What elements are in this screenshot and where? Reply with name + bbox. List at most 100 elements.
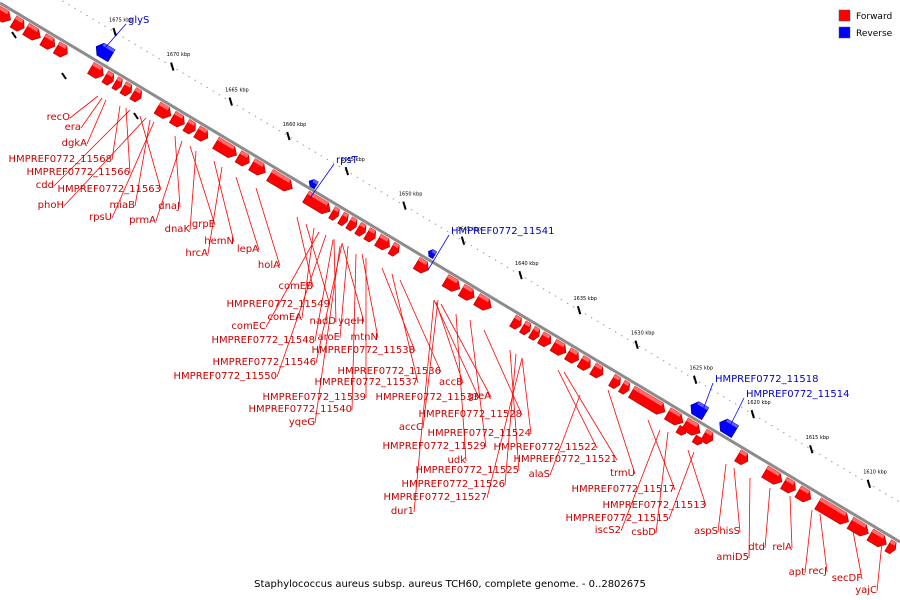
gene-label-hiss: hisS [719,526,740,537]
gene-label-hmpref0772-11522: HMPREF0772_11522 [494,442,597,453]
forward-gene-arrow [52,41,68,58]
gene-label-hmpref0772-11537: HMPREF0772_11537 [315,377,418,388]
ruler-tick-label: 1635 kbp [573,296,597,302]
ruler-tick-label: 1655 kbp [341,157,365,163]
leader-line [189,150,197,231]
leader-line [69,95,99,119]
gene-label-rpst: rpsT [336,155,359,166]
gene-label-accc: accC [399,422,423,433]
ruler-tick [460,236,466,245]
leader-line [455,313,467,462]
leader-line [207,166,223,255]
leader-line [789,495,793,549]
leader-line [717,463,727,533]
leader-line [255,187,281,267]
forward-gene-arrow [266,169,293,192]
leader-line [235,176,260,251]
forward-gene-arrow [129,87,143,103]
ruler-tick [228,97,233,106]
gene-label-glys: glyS [128,15,149,26]
forward-gene-arrow [328,206,340,221]
forward-gene-arrow [589,362,604,379]
forward-gene-arrow [519,320,532,336]
ruler-tick [133,112,139,120]
leader-line [563,371,618,461]
gene-label-alas: alaS [529,469,550,480]
forward-gene-arrow [473,293,492,311]
leader-line [607,389,636,475]
gene-label-accb: accB [439,377,463,388]
gene-label-rela: relA [772,542,792,553]
ruler-tick [61,72,67,80]
leader-line [851,525,863,580]
ruler-tick [344,166,350,176]
leader-line [509,349,520,472]
leader-line [361,253,379,339]
ruler-tick-label: 1665 kbp [225,87,249,93]
gene-label-hmpref0772-11527: HMPREF0772_11527 [384,492,487,503]
forward-gene-arrow [248,158,266,176]
forward-gene-arrow [9,15,25,32]
gene-label-hemn: hemN [204,236,234,247]
gene-label-hmpref0772-11546: HMPREF0772_11546 [213,357,316,368]
leader-line [433,299,480,399]
leader-line [265,231,320,328]
gene-label-hmpref0772-11566: HMPREF0772_11566 [27,167,130,178]
leader-line [876,541,883,592]
gene-label-cdd: cdd [36,180,54,191]
forward-gene-arrow [549,338,567,356]
forward-gene-arrow [537,331,552,348]
forward-gene-arrow [761,465,783,485]
ruler-line [62,0,900,503]
forward-gene-arrow [681,417,701,436]
leader-line [174,135,181,208]
ruler-tick [634,340,639,349]
leader-line [483,329,523,416]
forward-gene-arrow [168,110,185,128]
gene-label-phoh: phoH [38,200,64,211]
leader-line [435,301,464,384]
gene-label-hmpref0772-11538: HMPREF0772_11538 [312,345,415,356]
forward-gene-arrow [39,33,56,50]
gene-label-hmpref0772-11525: HMPREF0772_11525 [416,465,519,476]
ruler-tick [809,444,814,454]
ruler-tick-label: 1630 kbp [631,330,655,336]
forward-gene-arrow [354,221,367,237]
genome-backbone [0,1,900,544]
leader-line [620,429,661,532]
forward-gene-arrow [576,355,591,371]
gene-label-hmpref0772-11524: HMPREF0772_11524 [428,428,531,439]
gene-label-asps: aspS [694,526,718,537]
leader-line [440,303,492,398]
gene-label-hmpref0772-11513: HMPREF0772_11513 [603,500,706,511]
legend-swatch-forward [838,9,851,22]
forward-gene-arrow [564,347,579,364]
gene-label-trmu: trmU [610,468,635,479]
gene-label-prma: prmA [129,215,156,226]
forward-gene-arrow [509,314,522,330]
gene-label-yqeh: yqeH [338,316,364,327]
gene-label-recj: recJ [809,566,828,577]
gene-label-dur1: dur1 [391,506,414,517]
forward-gene-arrow [0,4,12,23]
forward-gene-arrow [387,241,400,257]
gene-label-grea: greA [468,391,491,402]
legend: Forward Reverse [838,9,893,39]
forward-gene-arrow [22,23,41,41]
gene-label-hmpref0772-11548: HMPREF0772_11548 [212,335,315,346]
gene-label-hmpref0772-11549: HMPREF0772_11549 [227,299,330,310]
leader-line [63,117,147,207]
forward-gene-arrow [111,76,123,91]
ruler-tick-label: 1670 kbp [167,52,191,58]
forward-gene-arrow [337,211,349,227]
leader-line [314,239,334,342]
gene-label-rpsu: rpsU [89,212,112,223]
forward-gene-arrow [374,233,390,251]
label-leaders [53,23,883,592]
forward-gene-arrow [814,497,849,525]
reverse-gene-arrow [95,42,116,63]
ruler-tick-label: 1610 kbp [863,469,887,475]
legend-label-forward: Forward [856,12,892,22]
leader-line [668,451,695,520]
